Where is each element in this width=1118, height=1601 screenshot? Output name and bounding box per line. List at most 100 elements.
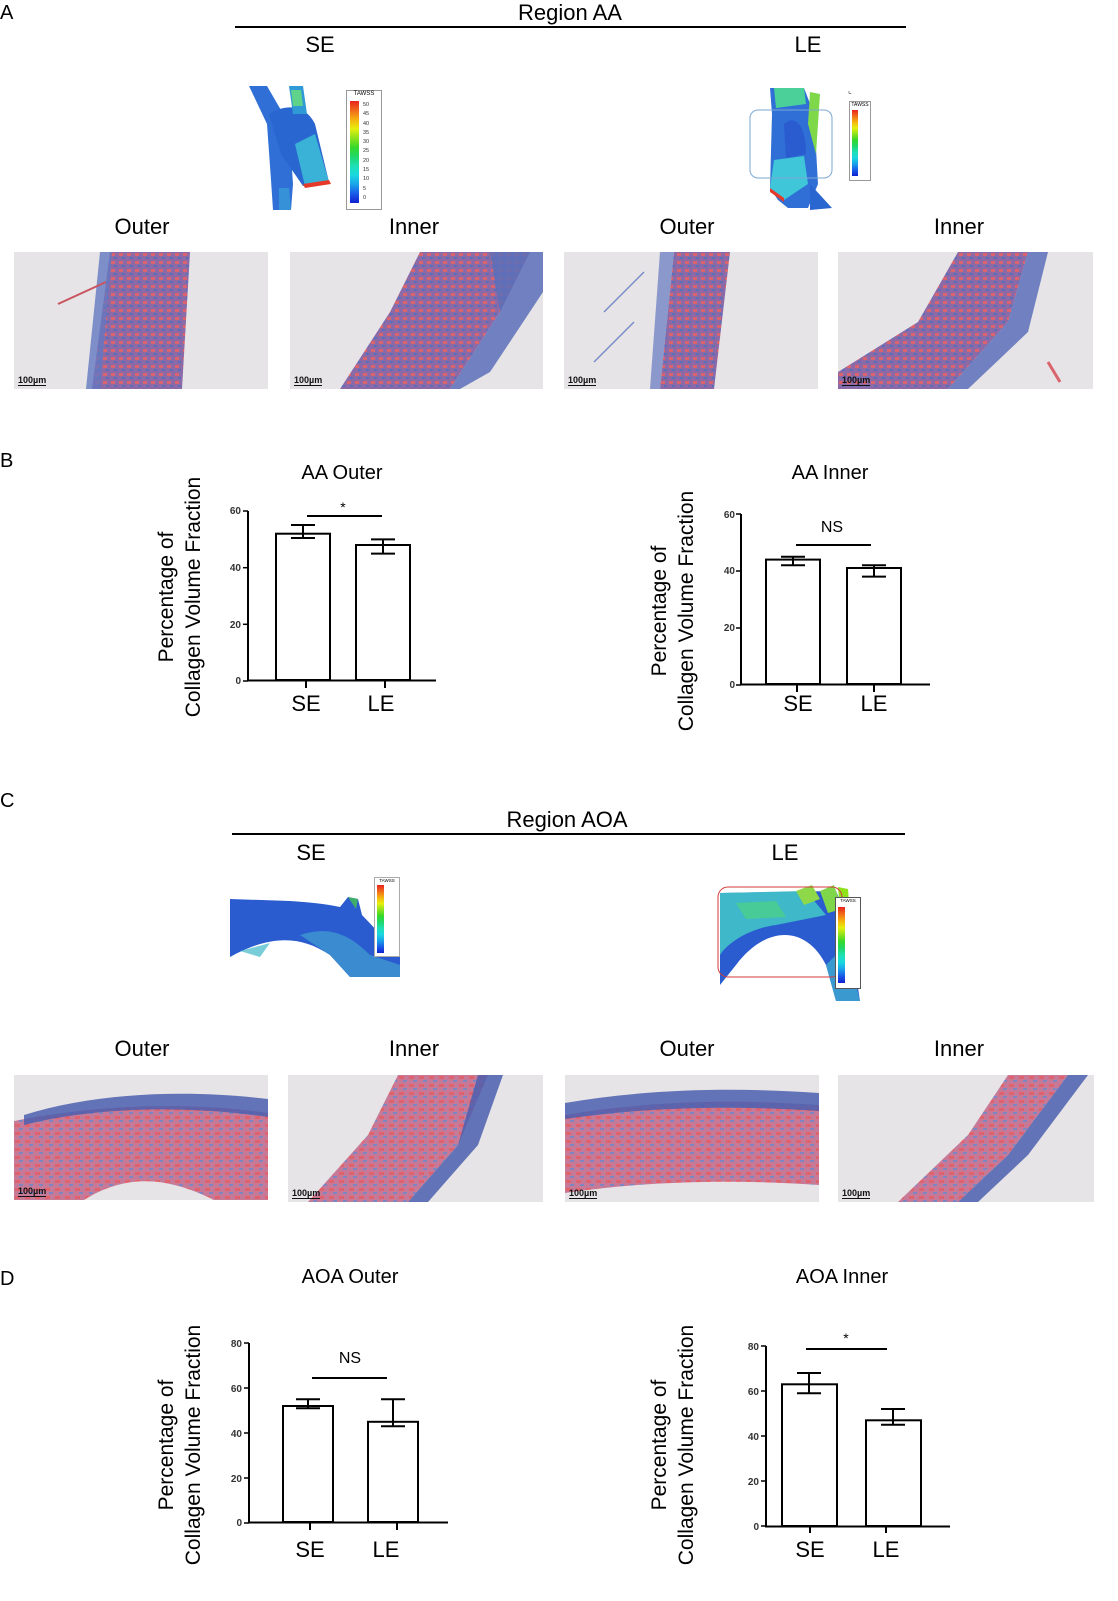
y-axis-label: Percentage of Collagen Volume Fraction: [153, 452, 207, 742]
y-axis-label: Percentage of Collagen Volume Fraction: [646, 1300, 700, 1590]
svg-text:20: 20: [748, 1477, 760, 1488]
vessel-model-aoa-se: [230, 895, 402, 977]
svg-text:20: 20: [231, 1474, 243, 1485]
legend-ticks: 50 45 40 35 30 25 20 15 10 5 0: [363, 102, 370, 201]
legend-title: TAWSS: [840, 898, 856, 903]
bar-chart-aoa-inner: 80 60 40 20 0 * SE LE: [725, 1320, 955, 1570]
chart-title: AA Outer: [301, 462, 383, 484]
svg-text:80: 80: [231, 1339, 243, 1350]
histology-label-se-inner: Inner: [388, 1036, 440, 1061]
bar-chart-aoa-outer: 80 60 40 20 0 NS SE LE: [215, 1330, 450, 1570]
group-label-le: LE: [794, 32, 822, 57]
scale-bar: 100µm: [18, 375, 47, 386]
tawss-legend-aoa-le: TAWSS: [835, 897, 861, 989]
legend-colorbar: [350, 101, 359, 203]
bar-se: [765, 558, 821, 685]
y-axis-label-line1: Percentage of: [155, 531, 178, 663]
tawss-legend-aa-se: TAWSS 50 45 40 35 30 25 20 15 10 5 0: [346, 90, 382, 210]
bar-le: [865, 1419, 922, 1528]
svg-text:60: 60: [748, 1387, 760, 1398]
svg-text:LE: LE: [373, 1537, 400, 1562]
svg-text:LE: LE: [873, 1537, 900, 1562]
y-axis-label-line2: Collagen Volume Fraction: [675, 490, 698, 732]
svg-text:0: 0: [729, 680, 735, 691]
legend-title: TAWSS: [353, 91, 375, 97]
histology-image-aoa-le-outer: 100µm: [565, 1075, 819, 1202]
svg-text:40: 40: [748, 1432, 760, 1443]
bar-le: [367, 1420, 419, 1524]
chart-title: AOA Outer: [301, 1266, 399, 1288]
group-label-se: SE: [305, 32, 335, 57]
bar-se: [282, 1405, 334, 1523]
histology-label-le-outer: Outer: [659, 214, 715, 239]
histology-image-aa-se-inner: 100µm: [290, 252, 543, 389]
region-title-aoa: Region AOA: [506, 807, 628, 832]
bar-le: [846, 567, 902, 685]
svg-text:0: 0: [753, 1522, 759, 1533]
legend-colorbar: [852, 110, 858, 176]
histology-label-se-outer: Outer: [114, 1036, 170, 1061]
legend-colorbar: [377, 885, 384, 953]
svg-text:SE: SE: [783, 691, 812, 716]
axis-triad-icon: ⌞: [848, 86, 852, 95]
bar-se: [275, 532, 331, 682]
histology-image-aoa-le-inner: 100µm: [838, 1075, 1094, 1202]
histology-image-aa-le-outer: 100µm: [564, 252, 818, 389]
svg-text:LE: LE: [368, 691, 395, 716]
svg-text:60: 60: [724, 510, 736, 521]
panel-letter-d: D: [0, 1268, 15, 1290]
histology-label-le-inner: Inner: [933, 214, 985, 239]
histology-image-aoa-se-outer: 100µm: [14, 1075, 268, 1200]
y-axis-label: Percentage of Collagen Volume Fraction: [153, 1300, 207, 1590]
scale-bar: 100µm: [842, 375, 871, 386]
svg-text:*: *: [340, 499, 346, 515]
histology-label-se-outer: Outer: [114, 214, 170, 239]
region-divider: [235, 26, 906, 28]
svg-text:NS: NS: [821, 519, 843, 536]
vessel-model-aa-se: [245, 84, 385, 212]
y-axis-label: Percentage of Collagen Volume Fraction: [646, 466, 700, 756]
scale-bar: 100µm: [569, 1188, 598, 1199]
histology-label-le-outer: Outer: [659, 1036, 715, 1061]
svg-text:0: 0: [235, 676, 241, 687]
bar-se: [781, 1383, 838, 1528]
scale-bar: 100µm: [294, 375, 323, 386]
region-title-aa: Region AA: [518, 0, 622, 25]
legend-title: TAWSS: [851, 102, 869, 108]
svg-text:SE: SE: [291, 691, 320, 716]
histology-label-se-inner: Inner: [388, 214, 440, 239]
svg-text:NS: NS: [339, 1350, 361, 1367]
panel-letter-b: B: [0, 450, 14, 472]
group-label-le: LE: [771, 840, 799, 865]
chart-title: AA Inner: [791, 462, 869, 484]
region-divider: [232, 833, 905, 835]
histology-image-aa-se-outer: 100µm: [14, 252, 268, 389]
chart-title: AOA Inner: [795, 1266, 889, 1288]
bar-chart-aa-outer: 60 40 20 0 * SE LE: [215, 495, 445, 725]
y-axis-label-line2: Collagen Volume Fraction: [182, 476, 205, 718]
svg-text:40: 40: [230, 563, 242, 574]
scale-bar: 100µm: [292, 1188, 321, 1199]
histology-label-le-inner: Inner: [933, 1036, 985, 1061]
histology-image-aoa-se-inner: 100µm: [288, 1075, 543, 1202]
svg-text:SE: SE: [295, 1537, 324, 1562]
svg-text:60: 60: [231, 1384, 243, 1395]
svg-text:20: 20: [230, 620, 242, 631]
svg-text:80: 80: [748, 1342, 760, 1353]
svg-text:0: 0: [236, 1518, 242, 1529]
scale-bar: 100µm: [842, 1188, 871, 1199]
y-axis-label-line1: Percentage of: [648, 545, 671, 677]
tawss-legend-aa-le: TAWSS: [849, 101, 871, 181]
legend-colorbar: [838, 907, 845, 983]
panel-letter-a: A: [0, 2, 14, 24]
tawss-legend-aoa-se: TAWSS: [374, 877, 400, 957]
histology-image-aa-le-inner: 100µm: [838, 252, 1093, 389]
svg-text:20: 20: [724, 623, 736, 634]
svg-text:40: 40: [231, 1429, 243, 1440]
legend-title: TAWSS: [379, 878, 395, 883]
svg-text:LE: LE: [861, 691, 888, 716]
svg-text:SE: SE: [795, 1537, 824, 1562]
y-axis-label-line1: Percentage of: [648, 1379, 671, 1511]
scale-bar: 100µm: [568, 375, 597, 386]
group-label-se: SE: [296, 840, 326, 865]
